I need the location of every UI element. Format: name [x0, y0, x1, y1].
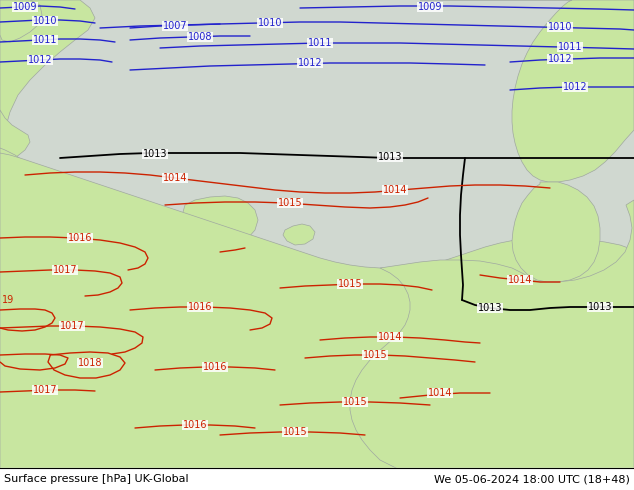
Text: We 05-06-2024 18:00 UTC (18+48): We 05-06-2024 18:00 UTC (18+48)	[434, 474, 630, 484]
Text: 1014: 1014	[508, 275, 533, 285]
Text: 1014: 1014	[378, 332, 402, 342]
Text: 1009: 1009	[13, 2, 37, 12]
Text: 1012: 1012	[548, 54, 573, 64]
Text: 1016: 1016	[203, 362, 227, 372]
Text: 1012: 1012	[563, 82, 587, 92]
Text: 1013: 1013	[478, 303, 502, 313]
Polygon shape	[0, 153, 634, 470]
Polygon shape	[350, 200, 634, 470]
Text: 1012: 1012	[298, 58, 322, 68]
Polygon shape	[0, 110, 30, 170]
Text: 1016: 1016	[188, 302, 212, 312]
Text: 19: 19	[2, 295, 14, 305]
Polygon shape	[0, 0, 95, 170]
Polygon shape	[0, 148, 30, 200]
Polygon shape	[420, 0, 634, 182]
Polygon shape	[52, 256, 95, 290]
Text: 1010: 1010	[33, 16, 57, 26]
Polygon shape	[512, 182, 600, 282]
Bar	[0, 468, 634, 490]
Text: 1007: 1007	[163, 21, 187, 31]
Text: 1011: 1011	[558, 42, 582, 52]
Text: 1009: 1009	[418, 2, 443, 12]
Text: 1017: 1017	[53, 265, 77, 275]
Polygon shape	[183, 196, 258, 245]
Text: 1015: 1015	[283, 427, 307, 437]
Polygon shape	[283, 224, 315, 245]
Text: 1016: 1016	[183, 420, 207, 430]
Text: 1014: 1014	[383, 185, 407, 195]
Text: 1018: 1018	[78, 358, 102, 368]
Text: 1015: 1015	[363, 350, 387, 360]
Polygon shape	[0, 250, 240, 470]
Text: 1011: 1011	[33, 35, 57, 45]
Text: 1015: 1015	[278, 198, 302, 208]
Text: 1014: 1014	[428, 388, 452, 398]
Text: 1010: 1010	[548, 22, 573, 32]
Text: 1014: 1014	[163, 173, 187, 183]
Text: 1010: 1010	[258, 18, 282, 28]
Text: 1015: 1015	[338, 279, 362, 289]
Text: 1012: 1012	[28, 55, 53, 65]
Text: 1017: 1017	[60, 321, 84, 331]
Text: 1015: 1015	[343, 397, 367, 407]
Polygon shape	[0, 0, 42, 42]
Polygon shape	[82, 215, 158, 268]
Text: 1017: 1017	[33, 385, 57, 395]
Text: 1008: 1008	[188, 32, 212, 42]
Text: 1011: 1011	[307, 38, 332, 48]
Text: 1013: 1013	[588, 302, 612, 312]
Text: 1016: 1016	[68, 233, 93, 243]
Text: 1013: 1013	[378, 152, 402, 162]
Text: Surface pressure [hPa] UK-Global: Surface pressure [hPa] UK-Global	[4, 474, 189, 484]
Text: 1013: 1013	[143, 149, 167, 159]
